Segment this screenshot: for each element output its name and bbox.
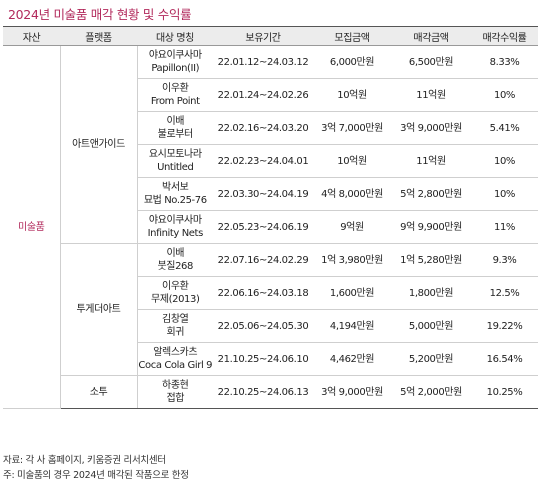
period-cell: 22.05.23~24.06.19 <box>213 210 313 244</box>
table-row: 야요이쿠사마 Infinity Nets 22.05.23~24.06.19 9억… <box>3 210 538 244</box>
raised-cell: 1억 3,980만원 <box>313 243 391 277</box>
return-cell: 9.3% <box>471 243 538 277</box>
sold-cell: 5억 2,800만원 <box>391 177 471 211</box>
source-note: 자료: 각 사 홈페이지, 키움증권 리서치센터 <box>3 455 166 466</box>
period-cell: 21.10.25~24.06.10 <box>213 342 313 376</box>
return-cell: 16.54% <box>471 342 538 376</box>
sold-cell: 6,500만원 <box>391 45 471 79</box>
target-cell: 김창열 회귀 <box>137 309 213 343</box>
raised-cell: 4억 8,000만원 <box>313 177 391 211</box>
period-cell: 22.02.16~24.03.20 <box>213 111 313 145</box>
raised-cell: 6,000만원 <box>313 45 391 79</box>
header-row: 자산 플랫폼 대상 명칭 보유기간 모집금액 매각금액 매각수익률 <box>3 26 538 46</box>
table-row: 이우환 무제(2013) 22.06.16~24.03.18 1,600만원 1,… <box>3 276 538 310</box>
sold-cell: 5,000만원 <box>391 309 471 343</box>
col-asset: 자산 <box>3 26 60 46</box>
table-row: 소투 하종현 접합 22.10.25~24.06.13 3억 9,000만원 5억… <box>3 375 538 409</box>
sold-cell: 1,800만원 <box>391 276 471 310</box>
sold-cell: 1억 5,280만원 <box>391 243 471 277</box>
target-cell: 야요이쿠사마 Infinity Nets <box>137 210 213 244</box>
sold-cell: 5,200만원 <box>391 342 471 376</box>
period-cell: 22.01.24~24.02.26 <box>213 78 313 112</box>
return-cell: 5.41% <box>471 111 538 145</box>
return-cell: 8.33% <box>471 45 538 79</box>
sold-cell: 11억원 <box>391 144 471 178</box>
table-row: 알렉스카츠 Coca Cola Girl 9 21.10.25~24.06.10 … <box>3 342 538 376</box>
return-cell: 10% <box>471 144 538 178</box>
scope-note: 주: 미술품의 경우 2024년 매각된 작품으로 한정 <box>3 470 189 481</box>
period-cell: 22.01.12~24.03.12 <box>213 45 313 79</box>
asset-cell: 미술품 <box>3 45 61 409</box>
return-cell: 10% <box>471 78 538 112</box>
col-sold: 매각금액 <box>391 26 471 46</box>
raised-cell: 4,462만원 <box>313 342 391 376</box>
raised-cell: 10억원 <box>313 144 391 178</box>
sales-table: 자산 플랫폼 대상 명칭 보유기간 모집금액 매각금액 매각수익률 미술품 아트… <box>3 26 538 409</box>
sold-cell: 3억 9,000만원 <box>391 111 471 145</box>
table-row: 박서보 묘법 No.25-76 22.03.30~24.04.19 4억 8,00… <box>3 177 538 211</box>
period-cell: 22.05.06~24.05.30 <box>213 309 313 343</box>
col-return: 매각수익률 <box>471 26 538 46</box>
table-title: 2024년 미술품 매각 현황 및 수익률 <box>8 7 192 22</box>
sold-cell: 11억원 <box>391 78 471 112</box>
return-cell: 12.5% <box>471 276 538 310</box>
raised-cell: 10억원 <box>313 78 391 112</box>
return-cell: 10% <box>471 177 538 211</box>
table-row: 요시모토나라 Untitled 22.02.23~24.04.01 10억원 11… <box>3 144 538 178</box>
col-period: 보유기간 <box>213 26 313 46</box>
target-cell: 야요이쿠사마 Papillon(II) <box>137 45 213 79</box>
sold-cell: 9억 9,900만원 <box>391 210 471 244</box>
period-cell: 22.10.25~24.06.13 <box>213 375 313 409</box>
col-raised: 모집금액 <box>313 26 391 46</box>
raised-cell: 3억 9,000만원 <box>313 375 391 409</box>
platform-cell: 아트앤가이드 <box>60 45 138 244</box>
platform-cell: 소투 <box>60 375 138 409</box>
raised-cell: 4,194만원 <box>313 309 391 343</box>
target-cell: 이배 불로부터 <box>137 111 213 145</box>
table-row: 미술품 아트앤가이드 야요이쿠사마 Papillon(II) 22.01.12~2… <box>3 45 538 409</box>
return-cell: 11% <box>471 210 538 244</box>
target-cell: 알렉스카츠 Coca Cola Girl 9 <box>137 342 213 376</box>
period-cell: 22.07.16~24.02.29 <box>213 243 313 277</box>
table-row: 투게더아트 이배 붓질268 22.07.16~24.02.29 1억 3,980… <box>3 243 538 376</box>
platform-cell: 투게더아트 <box>60 243 138 376</box>
sold-cell: 5억 2,000만원 <box>391 375 471 409</box>
table-row: 이배 불로부터 22.02.16~24.03.20 3억 7,000만원 3억 9… <box>3 111 538 145</box>
target-cell: 하종현 접합 <box>137 375 213 409</box>
raised-cell: 9억원 <box>313 210 391 244</box>
raised-cell: 1,600만원 <box>313 276 391 310</box>
table-row: 김창열 회귀 22.05.06~24.05.30 4,194만원 5,000만원 … <box>3 309 538 343</box>
footnotes: 자료: 각 사 홈페이지, 키움증권 리서치센터 주: 미술품의 경우 2024… <box>3 453 189 483</box>
raised-cell: 3억 7,000만원 <box>313 111 391 145</box>
return-cell: 10.25% <box>471 375 538 409</box>
table-row: 이우환 From Point 22.01.24~24.02.26 10억원 11억… <box>3 78 538 112</box>
period-cell: 22.03.30~24.04.19 <box>213 177 313 211</box>
target-cell: 이우환 무제(2013) <box>137 276 213 310</box>
period-cell: 22.02.23~24.04.01 <box>213 144 313 178</box>
target-cell: 이배 붓질268 <box>137 243 213 277</box>
col-platform: 플랫폼 <box>60 26 137 46</box>
col-target: 대상 명칭 <box>137 26 213 46</box>
target-cell: 요시모토나라 Untitled <box>137 144 213 178</box>
target-cell: 박서보 묘법 No.25-76 <box>137 177 213 211</box>
return-cell: 19.22% <box>471 309 538 343</box>
period-cell: 22.06.16~24.03.18 <box>213 276 313 310</box>
target-cell: 이우환 From Point <box>137 78 213 112</box>
